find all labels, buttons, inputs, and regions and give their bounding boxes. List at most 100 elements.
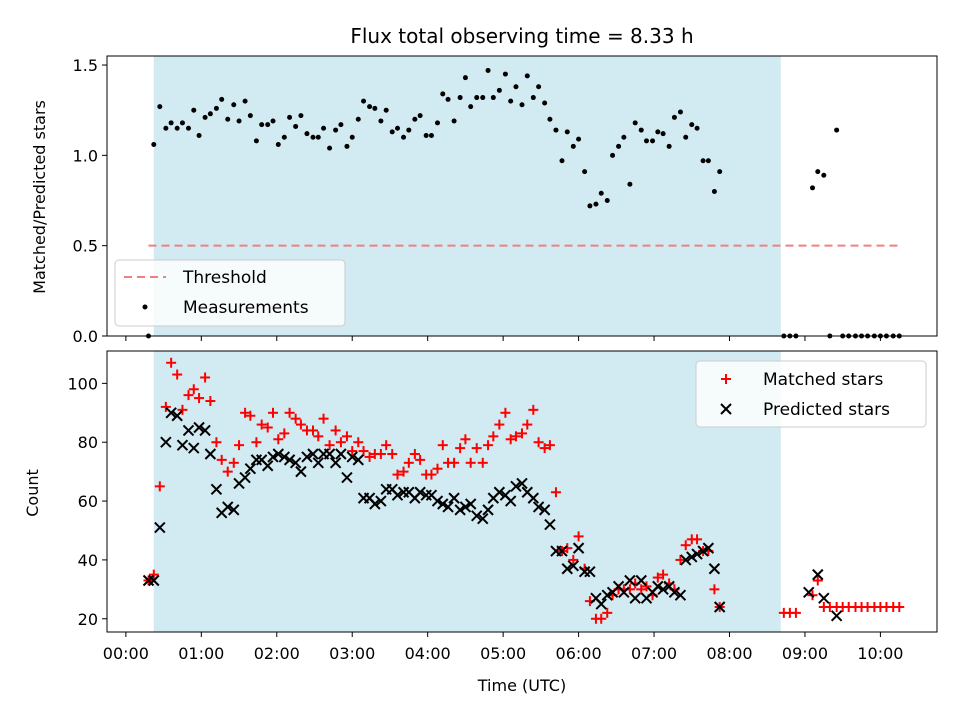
measurement-point bbox=[247, 113, 253, 119]
predicted-point bbox=[674, 589, 687, 601]
predicted-point-b bbox=[283, 454, 296, 466]
predicted-point bbox=[812, 568, 824, 581]
predicted-point-b bbox=[830, 610, 843, 622]
count-y-tick-label: 80 bbox=[78, 433, 98, 452]
measurement-point bbox=[474, 95, 480, 101]
measurement-point bbox=[440, 91, 446, 97]
predicted-point bbox=[391, 489, 404, 501]
matched-point bbox=[403, 457, 414, 468]
predicted-point-b bbox=[612, 580, 625, 593]
predicted-point bbox=[228, 504, 240, 516]
measurement-point bbox=[700, 158, 706, 164]
matched-point bbox=[709, 584, 720, 595]
x-tick-label: 04:00 bbox=[405, 644, 451, 663]
measurement-point bbox=[564, 129, 570, 135]
x-tick-label: 00:00 bbox=[103, 644, 149, 663]
count-y-axis-label: Count bbox=[23, 469, 42, 517]
matched-point bbox=[251, 437, 262, 448]
measurement-point bbox=[338, 122, 344, 128]
predicted-point-b bbox=[595, 598, 607, 610]
measurement-point bbox=[355, 116, 361, 122]
measurement-point bbox=[293, 123, 299, 129]
measurement-point bbox=[536, 84, 542, 90]
measurement-point bbox=[638, 127, 644, 133]
predicted-point bbox=[414, 486, 426, 498]
predicted-point bbox=[448, 492, 460, 504]
predicted-point bbox=[182, 424, 195, 437]
matched-point bbox=[341, 431, 352, 442]
predicted-point bbox=[262, 460, 274, 472]
measurement-point bbox=[259, 122, 265, 128]
predicted-point-b bbox=[312, 457, 324, 469]
predicted-point-b bbox=[686, 551, 698, 563]
predicted-point-b bbox=[222, 501, 234, 513]
predicted-point bbox=[668, 586, 681, 598]
predicted-point bbox=[244, 462, 257, 475]
matched-point bbox=[455, 443, 466, 454]
predicted-point-b bbox=[188, 442, 200, 454]
predicted-point bbox=[437, 498, 449, 510]
measurement-point bbox=[660, 131, 666, 137]
measurement-point bbox=[810, 185, 815, 191]
matched-point bbox=[510, 431, 521, 442]
predicted-point bbox=[713, 601, 726, 613]
predicted-point-b bbox=[346, 451, 358, 463]
measurement-point bbox=[372, 105, 378, 111]
predicted-point bbox=[702, 542, 715, 554]
predicted-point bbox=[516, 477, 528, 490]
matched-point bbox=[539, 443, 550, 454]
measurement-point bbox=[547, 116, 553, 122]
measurement-point bbox=[490, 95, 496, 101]
predicted-point-b bbox=[624, 574, 636, 587]
predicted-point bbox=[538, 504, 551, 516]
predicted-point bbox=[341, 471, 353, 484]
predicted-point bbox=[323, 448, 336, 460]
predicted-point-b bbox=[323, 448, 336, 460]
measurement-point bbox=[683, 134, 689, 140]
measurement-point bbox=[401, 134, 407, 140]
matched-legend-label: Matched stars bbox=[763, 370, 883, 390]
predicted-point-b bbox=[454, 504, 466, 516]
predicted-point bbox=[618, 586, 630, 598]
measurement-point bbox=[219, 96, 225, 102]
matched-point bbox=[477, 457, 488, 468]
measurement-point bbox=[196, 132, 202, 138]
ratio-y-tick-label: 1.5 bbox=[73, 56, 98, 75]
predicted-point bbox=[160, 436, 172, 448]
measurement-point bbox=[711, 188, 717, 194]
predicted-point-b bbox=[459, 501, 472, 513]
predicted-point bbox=[204, 448, 217, 460]
predicted-point-b bbox=[228, 504, 240, 516]
measurement-point bbox=[333, 127, 339, 133]
predicted-point-b bbox=[295, 465, 307, 478]
matched-point bbox=[335, 437, 346, 448]
predicted-point-b bbox=[148, 574, 160, 587]
predicted-point-b bbox=[437, 498, 449, 510]
ratio-y-tick-label: 0.0 bbox=[73, 327, 98, 346]
matched-point bbox=[216, 454, 227, 465]
matched-point bbox=[505, 434, 516, 445]
predicted-point-b bbox=[544, 518, 556, 531]
matched-point bbox=[313, 431, 324, 442]
matched-point bbox=[200, 372, 211, 383]
predicted-point bbox=[697, 545, 709, 557]
x-tick-label: 07:00 bbox=[631, 644, 677, 663]
predicted-point-b bbox=[556, 545, 568, 557]
matched-point bbox=[465, 457, 476, 468]
matched-point bbox=[318, 413, 329, 424]
count-observing-window bbox=[153, 351, 781, 632]
measurement-point bbox=[553, 127, 559, 133]
measurement-point bbox=[191, 107, 197, 113]
predicted-point-b bbox=[584, 565, 596, 578]
predicted-point-b bbox=[635, 574, 647, 587]
measurement-point bbox=[179, 120, 185, 126]
predicted-point-b bbox=[272, 448, 284, 460]
measurement-point bbox=[717, 169, 723, 175]
measurement-point bbox=[587, 203, 593, 209]
predicted-point bbox=[572, 542, 585, 554]
matched-point bbox=[324, 440, 335, 451]
predicted-point bbox=[193, 421, 205, 434]
measurement-point bbox=[344, 143, 350, 149]
predicted-point-b bbox=[154, 521, 166, 534]
measurement-point bbox=[445, 96, 451, 102]
